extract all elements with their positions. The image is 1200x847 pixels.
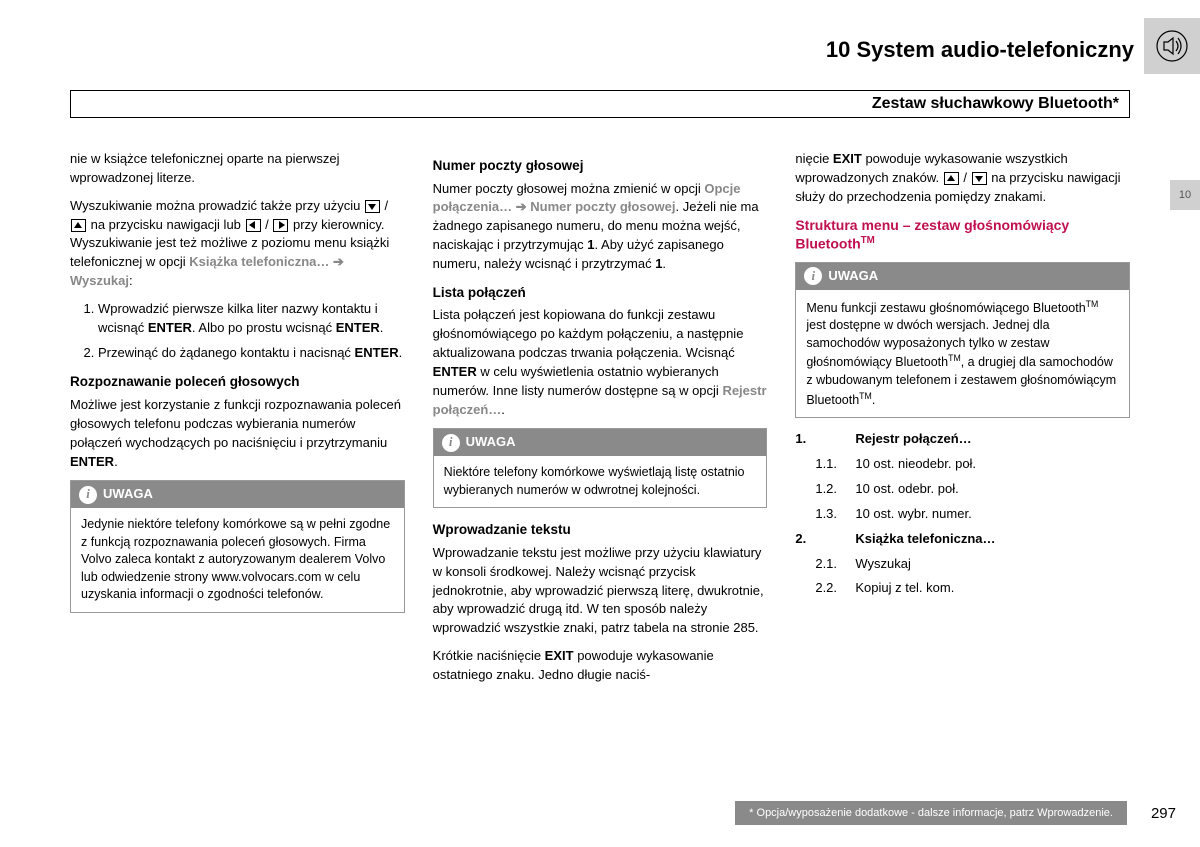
search-steps-list: Wprowadzić pierwsze kilka liter nazwy ko… — [70, 300, 405, 363]
nav-up-icon — [944, 172, 959, 185]
para-call-list: Lista połączeń jest kopiowana do funkcji… — [433, 306, 768, 419]
section-header-rule: Zestaw słuchawkowy Bluetooth* — [70, 90, 1130, 118]
note-body: Jedynie niektóre telefony komórkowe są w… — [71, 508, 404, 612]
arrow-icon: ➔ — [333, 254, 344, 269]
menu-item-1-1: 1.1.10 ost. nieodebr. poł. — [795, 455, 1130, 474]
speaker-icon — [1156, 30, 1188, 62]
column-2: Numer poczty głosowej Numer poczty głoso… — [433, 150, 768, 777]
column-3: nięcie EXIT powoduje wykasowanie wszystk… — [795, 150, 1130, 777]
para-intro-cont: nie w książce telefonicznej oparte na pi… — [70, 150, 405, 188]
info-icon: i — [79, 486, 97, 504]
note-label: UWAGA — [828, 267, 878, 286]
note-label: UWAGA — [103, 485, 153, 504]
note-body: Menu funkcji zestawu głośnomówiącego Blu… — [796, 290, 1129, 417]
arrow-icon: ➔ — [516, 199, 527, 214]
menu-item-2-2: 2.2.Kopiuj z tel. kom. — [795, 579, 1130, 598]
info-icon: i — [804, 267, 822, 285]
menu-item-2-1: 2.1.Wyszukaj — [795, 555, 1130, 574]
nav-left-icon — [246, 219, 261, 232]
nav-down-icon — [365, 200, 380, 213]
note-box-calllist: i UWAGA Niektóre telefony komórkowe wyśw… — [433, 428, 768, 508]
note-header: i UWAGA — [434, 429, 767, 456]
note-header: i UWAGA — [71, 481, 404, 508]
chapter-title: 10 System audio-telefoniczny — [826, 37, 1144, 63]
heading-voicemail: Numer poczty głosowej — [433, 156, 768, 176]
heading-menu-structure: Struktura menu – zestaw głośnomówiący Bl… — [795, 216, 1130, 254]
heading-voice: Rozpoznawanie poleceń głosowych — [70, 372, 405, 392]
menu-path-search: Wyszukaj — [70, 273, 129, 288]
para-textentry: Wprowadzanie tekstu jest możliwe przy uż… — [433, 544, 768, 638]
note-box-voice: i UWAGA Jedynie niektóre telefony komórk… — [70, 480, 405, 612]
note-body: Niektóre telefony komórkowe wyświetlają … — [434, 456, 767, 507]
section-title: Zestaw słuchawkowy Bluetooth* — [872, 95, 1119, 113]
side-tab: 10 — [1170, 180, 1200, 210]
note-header: i UWAGA — [796, 263, 1129, 290]
step-2: Przewinąć do żądanego kontaktu i nacisną… — [98, 344, 405, 363]
para-voice: Możliwe jest korzystanie z funkcji rozpo… — [70, 396, 405, 471]
footer: * Opcja/wyposażenie dodatkowe - dalsze i… — [0, 799, 1200, 827]
chapter-icon-box — [1144, 18, 1200, 74]
menu-tree: 1.Rejestr połączeń… 1.1.10 ost. nieodebr… — [795, 430, 1130, 598]
menu-item-1-3: 1.3.10 ost. wybr. numer. — [795, 505, 1130, 524]
heading-call-list: Lista połączeń — [433, 283, 768, 303]
heading-textentry: Wprowadzanie tekstu — [433, 520, 768, 540]
note-box-menu: i UWAGA Menu funkcji zestawu głośnomówią… — [795, 262, 1130, 418]
menu-item-1-2: 1.2.10 ost. odebr. poł. — [795, 480, 1130, 499]
footer-note: * Opcja/wyposażenie dodatkowe - dalsze i… — [735, 801, 1127, 825]
page-number: 297 — [1127, 805, 1200, 822]
para-exit-short: Krótkie naciśnięcie EXIT powoduje wykaso… — [433, 647, 768, 685]
column-1: nie w książce telefonicznej oparte na pi… — [70, 150, 405, 777]
nav-right-icon — [273, 219, 288, 232]
step-1: Wprowadzić pierwsze kilka liter nazwy ko… — [98, 300, 405, 338]
menu-path-phonebook: Książka telefoniczna… — [189, 254, 329, 269]
para-voicemail: Numer poczty głosowej można zmienić w op… — [433, 180, 768, 274]
content-area: nie w książce telefonicznej oparte na pi… — [70, 150, 1130, 777]
note-label: UWAGA — [466, 433, 516, 452]
para-exit-long: nięcie EXIT powoduje wykasowanie wszystk… — [795, 150, 1130, 207]
info-icon: i — [442, 434, 460, 452]
chapter-header: 10 System audio-telefoniczny — [826, 30, 1200, 70]
para-search-nav: Wyszukiwanie można prowadzić także przy … — [70, 197, 405, 291]
nav-up-icon — [71, 219, 86, 232]
menu-item-1: 1.Rejestr połączeń… — [795, 430, 1130, 449]
menu-path-voicemailnum: Numer poczty głosowej — [530, 199, 675, 214]
nav-down-icon — [972, 172, 987, 185]
menu-item-2: 2.Książka telefoniczna… — [795, 530, 1130, 549]
